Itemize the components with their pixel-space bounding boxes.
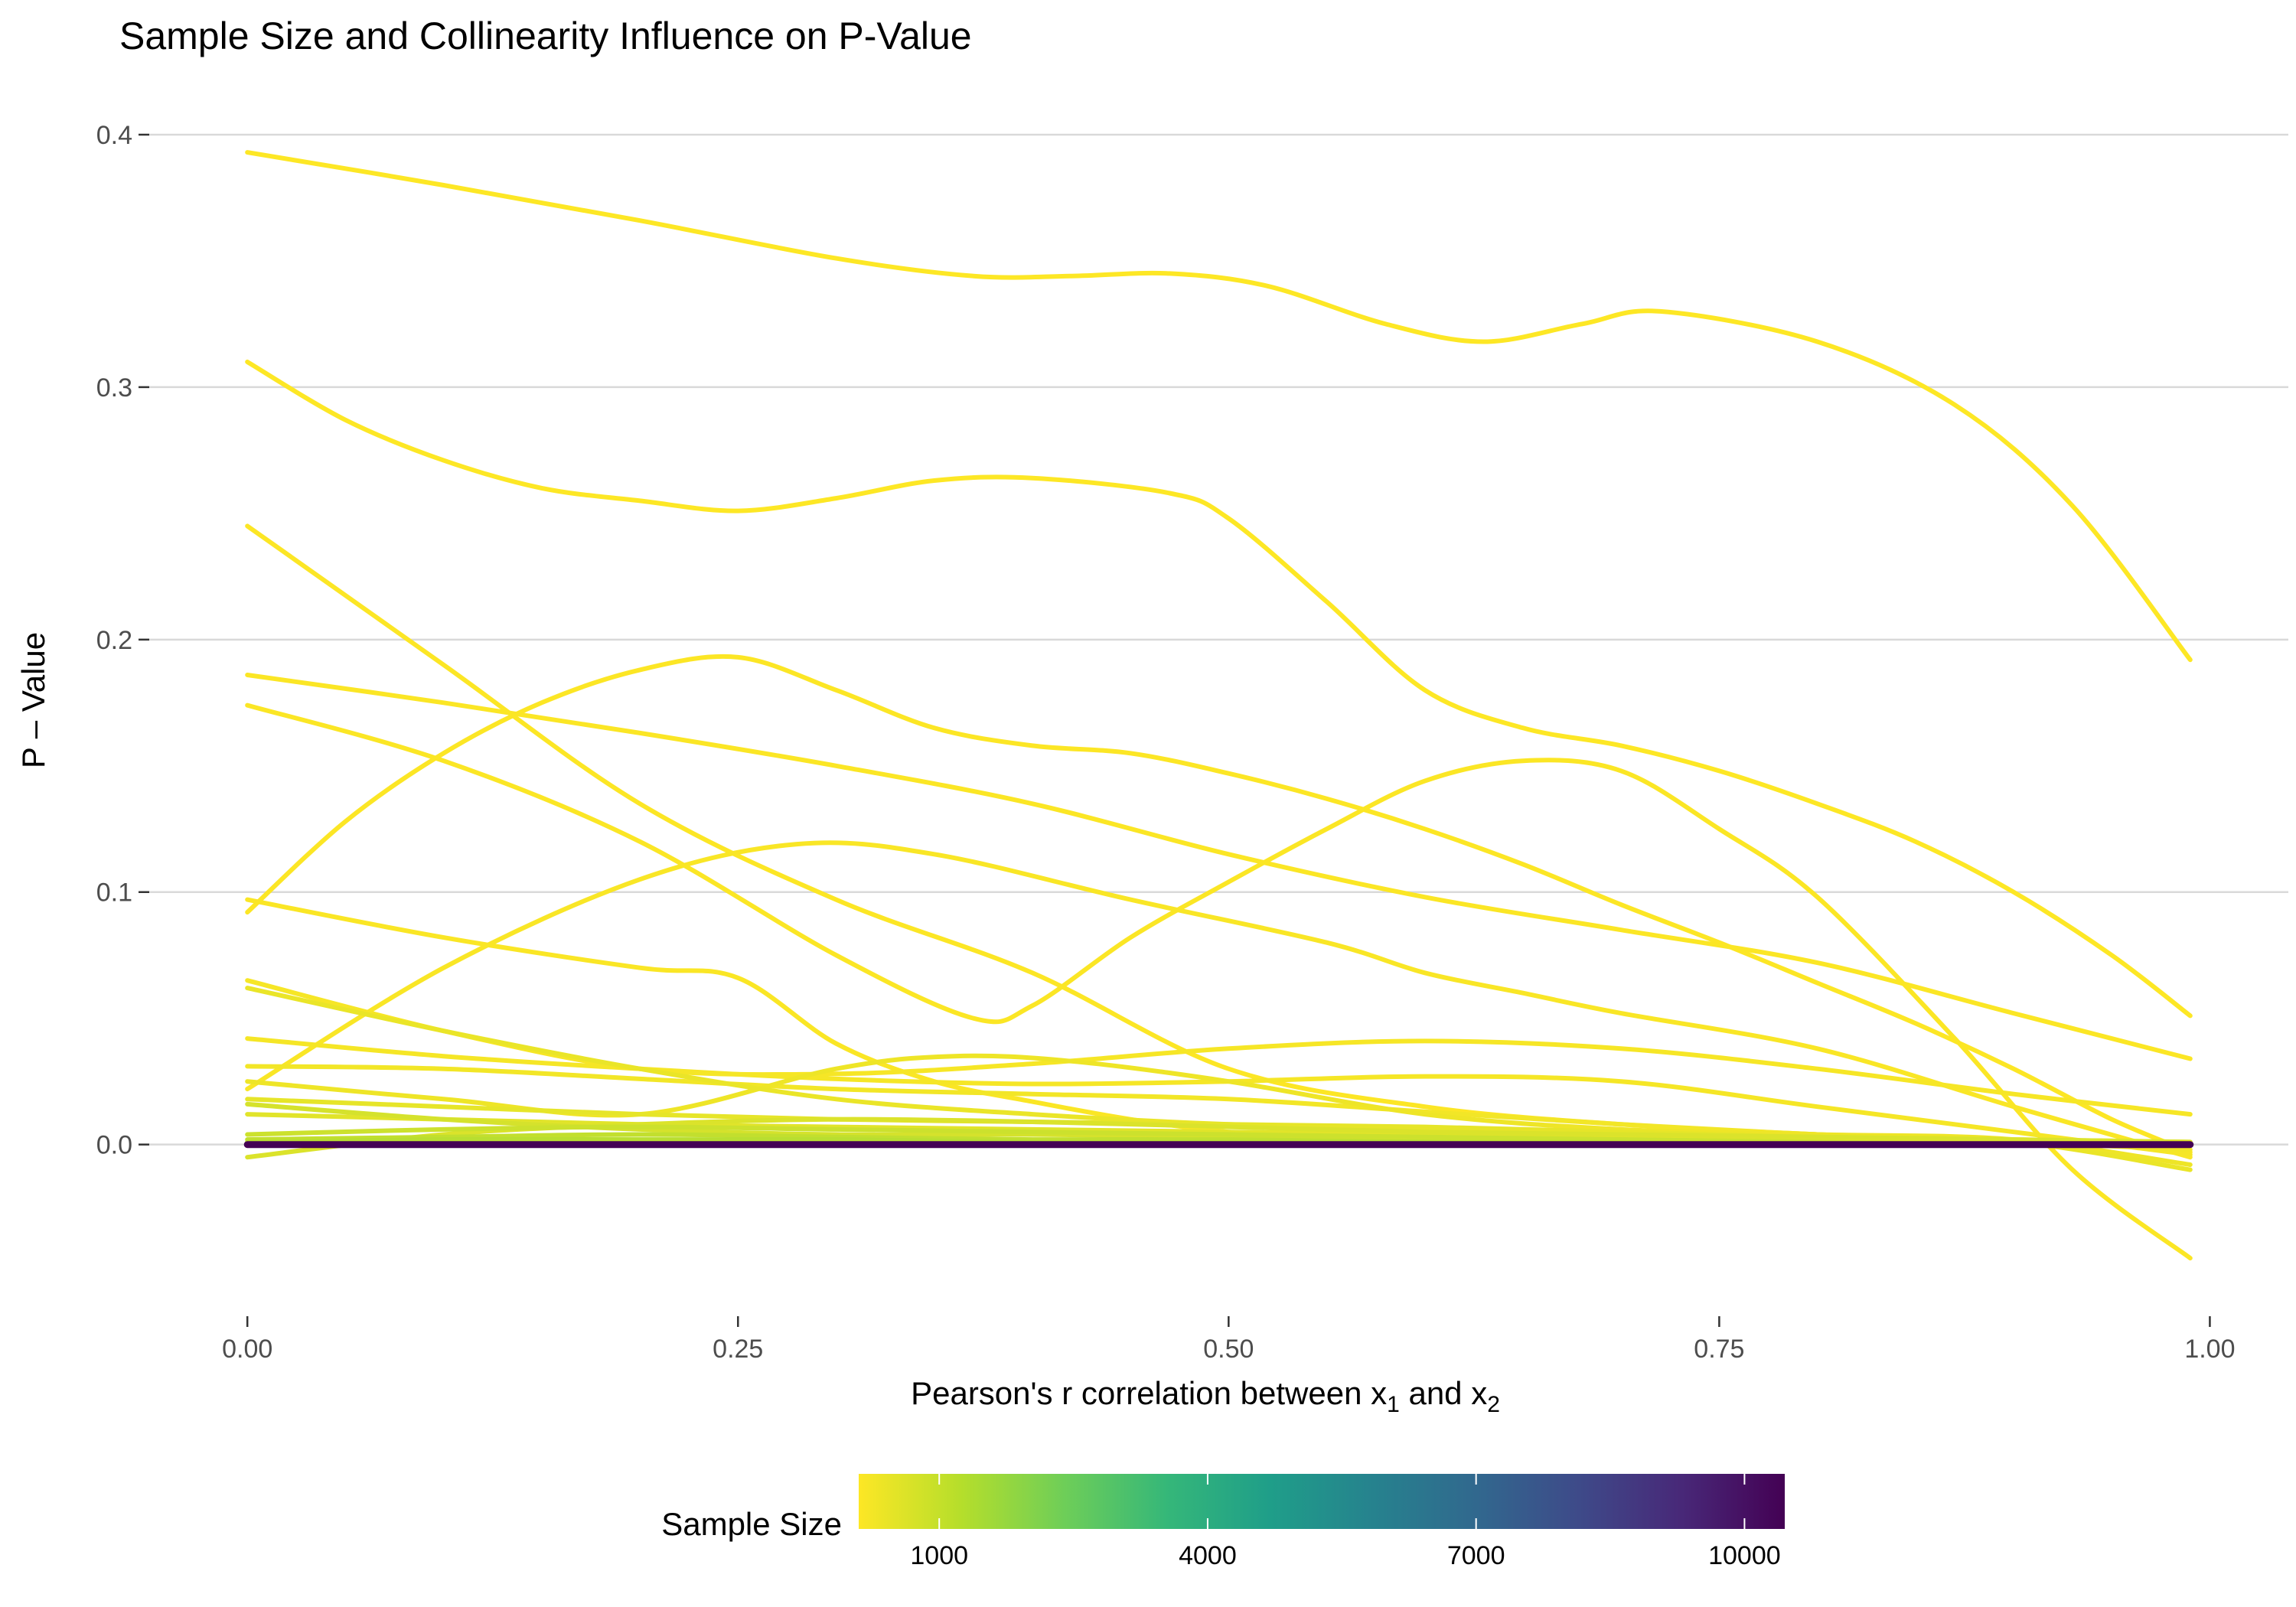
x-tick-label: 0.50 [1203,1335,1254,1364]
x-tick-label: 0.25 [713,1335,763,1364]
x-tick-label: 1.00 [2184,1335,2235,1364]
x-tick-label: 0.00 [222,1335,272,1364]
y-tick-label: 0.0 [96,1131,132,1160]
series-line [245,702,2193,1261]
x-axis-label: Pearson's r correlation between x1 and x… [911,1375,1500,1417]
series-line [245,359,2193,1019]
series-line [245,654,2193,1155]
legend-tick-label: 1000 [910,1541,968,1570]
data-series [243,150,2194,1261]
x-axis-ticks: 0.00 0.25 0.50 0.75 1.00 [222,1316,2236,1364]
x-tick-label: 0.75 [1694,1335,1744,1364]
legend-tick-label: 7000 [1447,1541,1505,1570]
y-tick-label: 0.4 [96,121,132,150]
legend-tick-label: 4000 [1179,1541,1237,1570]
legend-colorbar [859,1474,1785,1529]
series-line [245,673,2193,1061]
legend-tick-label: 10000 [1708,1541,1781,1570]
series-line [245,1053,2193,1167]
series-line [245,840,2193,1160]
gridlines [149,133,2288,1146]
chart-title: Sample Size and Collinearity Influence o… [119,15,972,57]
y-tick-label: 0.3 [96,373,132,403]
legend: Sample Size 1000 4000 7000 10000 [661,1474,1785,1570]
y-axis-ticks: 0.0 0.1 0.2 0.3 0.4 [96,121,149,1160]
legend-title: Sample Size [661,1506,842,1542]
legend-ticks: 1000 4000 7000 10000 [910,1474,1781,1570]
y-tick-label: 0.1 [96,878,132,908]
series-line [245,150,2193,663]
series-line [245,978,2193,1117]
y-tick-label: 0.2 [96,626,132,655]
y-axis-label: P – Value [15,632,51,768]
series-line [245,1112,2193,1147]
